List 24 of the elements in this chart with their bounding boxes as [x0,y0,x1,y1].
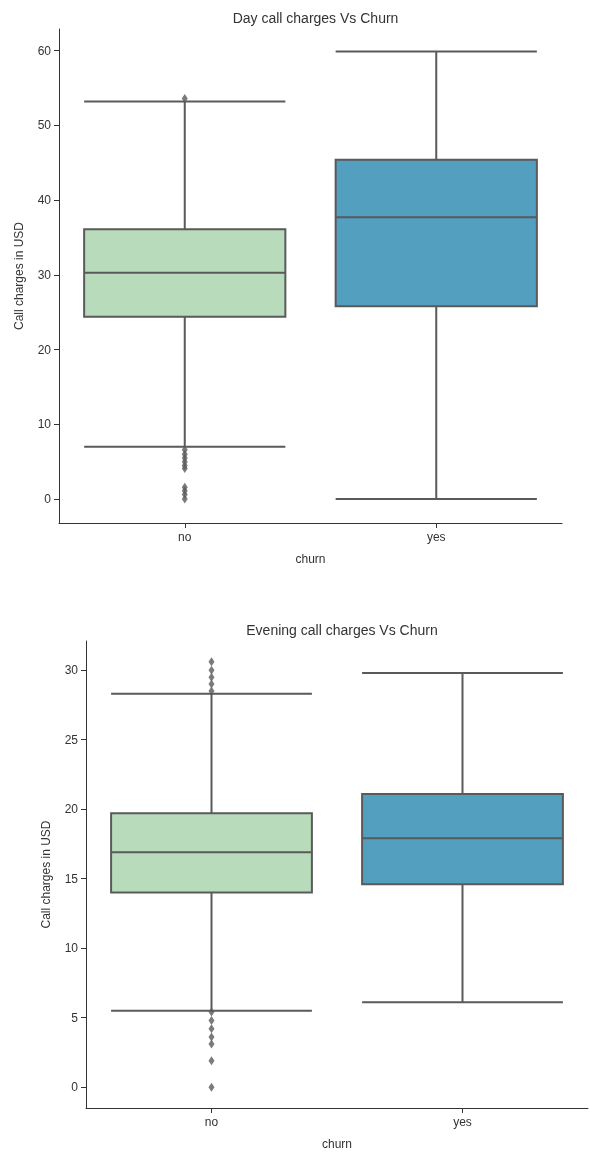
y-tick-label: 0 [44,492,52,507]
y-tick-label: 40 [37,193,52,208]
x-tick-label: no [204,1115,219,1129]
y-axis-title: Call charges in USD [12,221,26,331]
y-tick-label: 30 [37,267,52,282]
y-tick-label: 10 [37,417,52,432]
x-tick-label: yes [426,530,446,544]
y-tick-label: 0 [71,1080,79,1095]
y-tick-label: 15 [64,871,79,886]
y-tick-label: 25 [64,732,79,747]
x-axis-title: churn [295,552,326,566]
chart-title: Evening call charges Vs Churn [246,622,438,638]
x-axis-title: churn [321,1137,353,1151]
y-tick-label: 10 [64,941,79,956]
y-tick-label: 50 [37,118,52,133]
y-tick-label: 5 [71,1010,79,1025]
y-axis-title: Call charges in USD [39,820,53,929]
x-tick-label: yes [453,1115,472,1129]
chart-title: Day call charges Vs Churn [232,10,399,26]
x-tick-label: no [178,530,192,544]
y-tick-label: 20 [37,342,52,357]
y-tick-label: 20 [64,802,79,817]
y-tick-label: 30 [64,663,79,678]
y-tick-label: 60 [37,43,52,58]
